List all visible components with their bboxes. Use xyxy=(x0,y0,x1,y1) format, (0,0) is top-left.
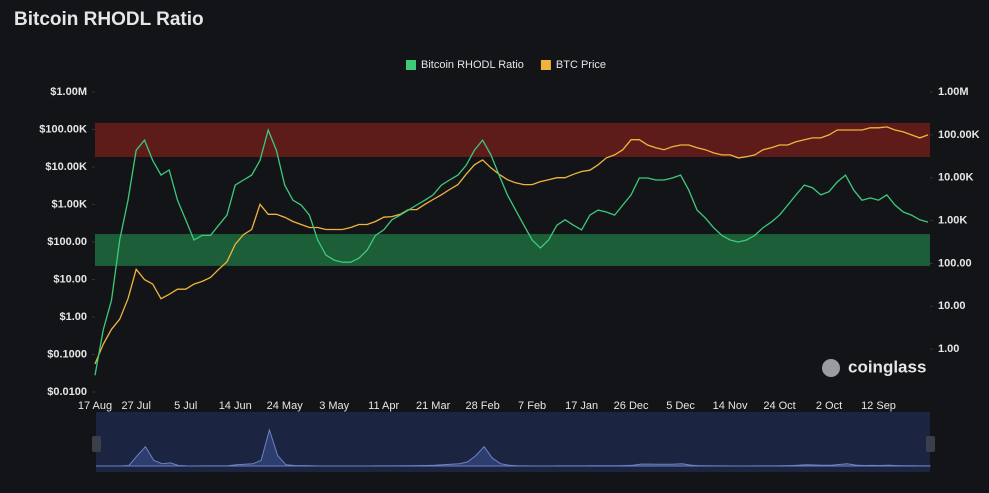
y-tick-label: $0.0100 xyxy=(47,386,87,398)
x-tick-label: 14 Jun xyxy=(219,400,252,412)
x-tick-label: 11 Apr xyxy=(368,400,399,412)
series-line xyxy=(94,127,929,376)
y-tick-label: $1.00K xyxy=(52,198,88,210)
x-tick-label: 17 Aug xyxy=(78,400,112,412)
legend-label: Bitcoin RHODL Ratio xyxy=(421,59,524,71)
legend-swatch xyxy=(406,60,416,70)
x-tick-label: 24 May xyxy=(267,400,304,412)
navigator[interactable] xyxy=(96,412,930,472)
y2-tick-label: 100.00 xyxy=(938,257,972,269)
series-line xyxy=(94,126,929,365)
legend: Bitcoin RHODL Ratio BTC Price xyxy=(406,59,606,71)
legend-swatch xyxy=(540,60,551,70)
y-tick-label: $0.1000 xyxy=(47,348,87,360)
x-tick-label: 21 Mar xyxy=(416,400,451,412)
x-tick-label: 7 Feb xyxy=(518,400,546,412)
legend-label: BTC Price xyxy=(556,59,606,71)
x-tick-label: 5 Jul xyxy=(174,400,197,412)
y2-tick-label: 1.00M xyxy=(938,86,969,98)
y2-tick-label: 10.00 xyxy=(938,300,966,312)
navigator-handle[interactable] xyxy=(92,436,101,452)
y-tick-label: $10.00 xyxy=(53,273,87,285)
x-tick-label: 24 Oct xyxy=(763,400,795,412)
y-tick-label: $1.00 xyxy=(59,311,87,323)
navigator-handle[interactable] xyxy=(926,436,935,452)
x-tick-label: 5 Dec xyxy=(666,400,695,412)
zone-band xyxy=(95,122,930,157)
y-tick-label: $1.00M xyxy=(50,86,87,98)
watermark: coinglass xyxy=(848,357,926,376)
x-tick-label: 2 Oct xyxy=(816,400,842,412)
navigator-area xyxy=(96,428,931,467)
y2-tick-label: 10.00K xyxy=(938,172,974,184)
y-tick-label: $100.00K xyxy=(39,123,87,135)
x-tick-label: 12 Sep xyxy=(861,400,896,412)
y-tick-label: $10.00K xyxy=(45,161,87,173)
chart-title: Bitcoin RHODL Ratio xyxy=(14,9,204,30)
y2-tick-label: 1.00K xyxy=(938,214,967,226)
x-tick-label: 26 Dec xyxy=(614,400,649,412)
x-tick-label: 17 Jan xyxy=(565,400,598,412)
y2-tick-label: 1.00 xyxy=(938,343,959,355)
y-tick-label: $100.00 xyxy=(47,236,87,248)
x-tick-label: 27 Jul xyxy=(122,400,151,412)
y2-tick-label: 100.00K xyxy=(938,129,980,141)
x-tick-label: 28 Feb xyxy=(466,400,500,412)
watermark-icon xyxy=(822,359,840,377)
zone-band xyxy=(95,234,930,266)
x-tick-label: 14 Nov xyxy=(713,400,748,412)
x-tick-label: 3 May xyxy=(319,400,349,412)
